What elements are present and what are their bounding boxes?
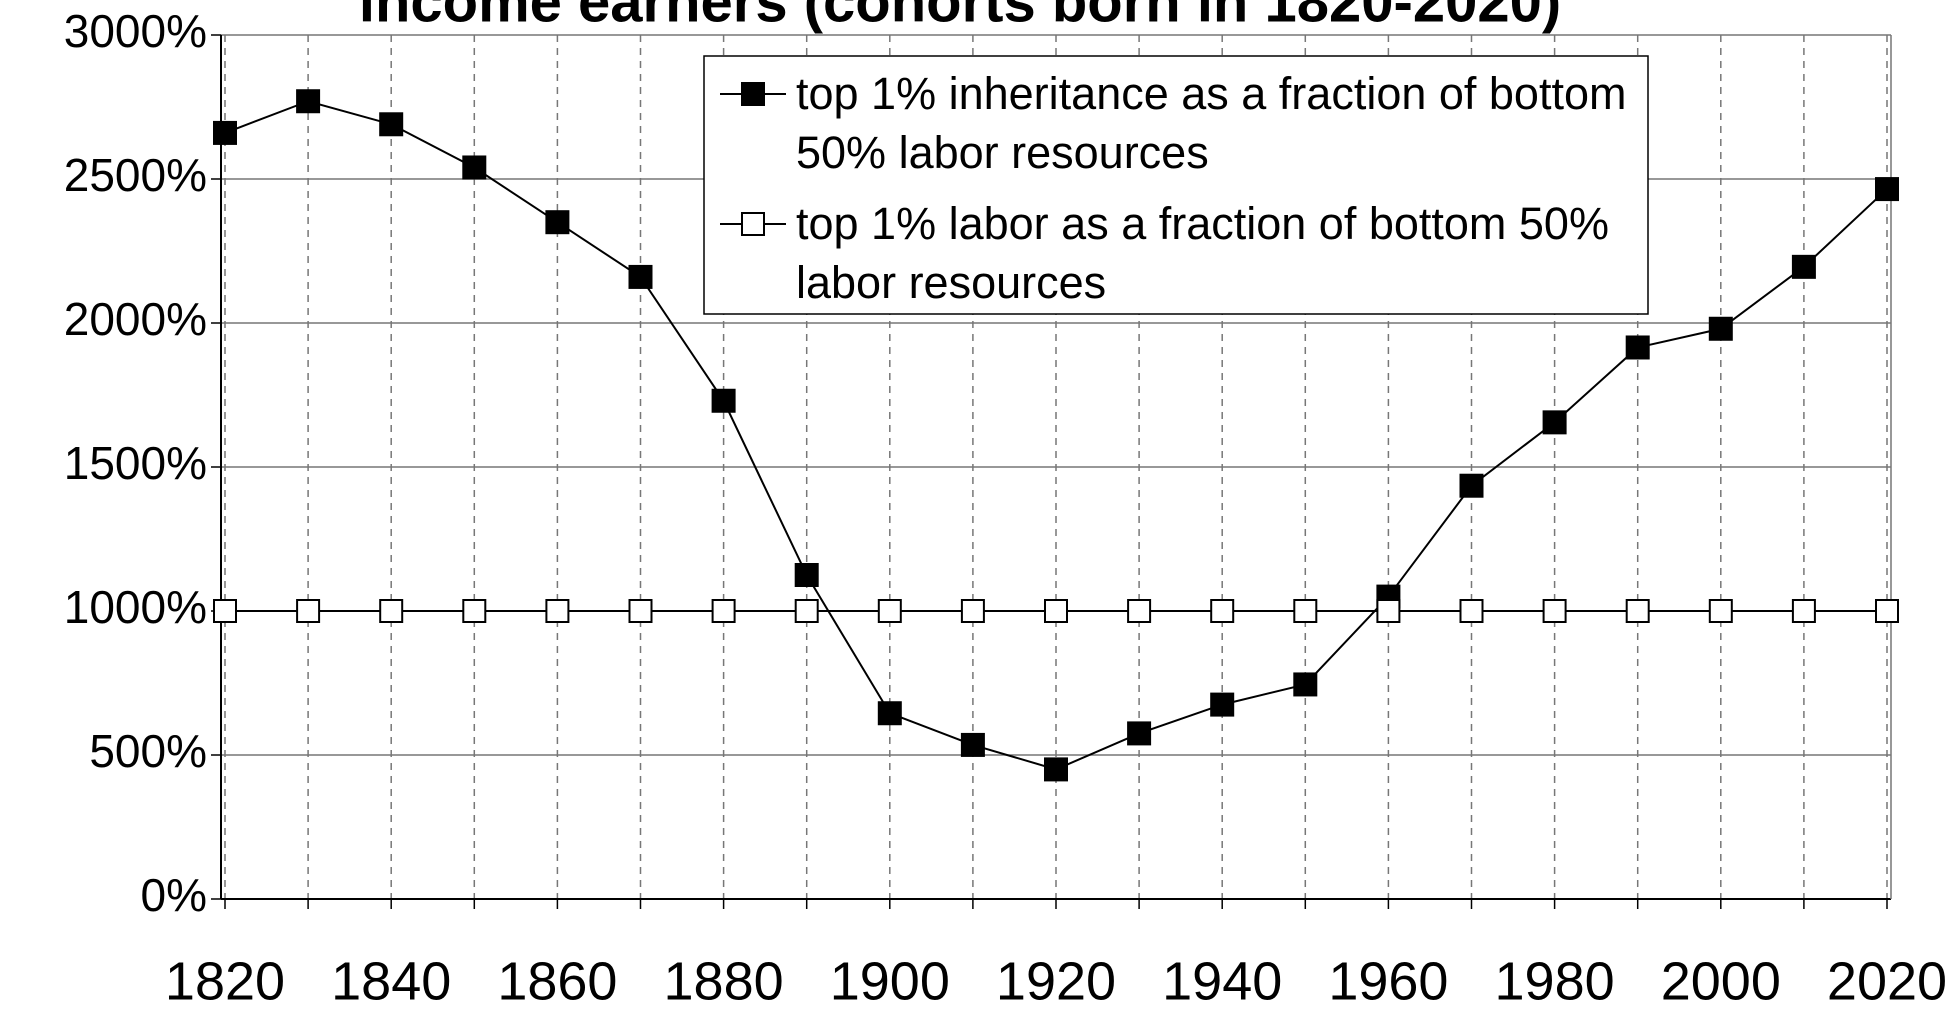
chart-title: income earners (cohorts born in 1820-202… <box>359 0 1561 34</box>
marker <box>462 155 487 180</box>
x-tick-label: 1820 <box>165 951 285 1010</box>
marker <box>1376 599 1401 623</box>
y-tick-label: 0% <box>141 869 207 921</box>
marker <box>213 120 237 145</box>
marker <box>1127 599 1152 623</box>
marker <box>296 89 321 114</box>
marker <box>628 599 653 623</box>
marker <box>213 599 237 623</box>
x-tick-label: 1880 <box>664 951 784 1010</box>
marker <box>379 599 404 623</box>
marker <box>1708 316 1733 341</box>
marker <box>379 112 404 137</box>
x-tick-label: 2020 <box>1827 951 1946 1010</box>
marker <box>794 599 819 623</box>
x-tick-label: 1960 <box>1328 951 1448 1010</box>
marker <box>1625 599 1650 623</box>
marker <box>1542 410 1567 435</box>
marker <box>1293 599 1318 623</box>
marker <box>296 599 321 623</box>
x-tick-label: 1860 <box>497 951 617 1010</box>
x-tick-label: 1940 <box>1162 951 1282 1010</box>
legend-box <box>703 55 1649 315</box>
marker <box>877 599 902 623</box>
y-tick-label: 1000% <box>64 581 207 633</box>
x-tick-label: 2000 <box>1661 951 1781 1010</box>
x-tick-label: 1920 <box>996 951 1116 1010</box>
x-tick-label: 1840 <box>331 951 451 1010</box>
y-tick-label: 2000% <box>64 293 207 345</box>
marker <box>1791 599 1816 623</box>
y-tick-label: 3000% <box>64 5 207 57</box>
y-tick-label: 1500% <box>64 437 207 489</box>
marker <box>1044 757 1068 782</box>
marker <box>1791 254 1816 279</box>
marker <box>877 701 902 726</box>
marker <box>711 599 736 623</box>
marker <box>1044 599 1068 623</box>
x-tick-label: 1980 <box>1495 951 1615 1010</box>
marker <box>1210 599 1235 623</box>
marker <box>1875 177 1899 202</box>
marker <box>960 732 985 757</box>
marker <box>545 599 570 623</box>
marker <box>1542 599 1567 623</box>
marker <box>1875 599 1899 623</box>
legend-label: top 1% inheritance as a fraction of bott… <box>796 68 1627 178</box>
marker <box>1293 672 1318 697</box>
marker <box>711 388 736 413</box>
y-tick-label: 500% <box>89 725 207 777</box>
marker <box>1708 599 1733 623</box>
marker <box>462 599 487 623</box>
x-tick-label: 1900 <box>830 951 950 1010</box>
marker <box>960 599 985 623</box>
marker <box>628 264 653 289</box>
marker <box>1210 692 1235 717</box>
marker <box>1127 721 1152 746</box>
marker <box>1459 599 1484 623</box>
marker <box>1459 473 1484 498</box>
legend-item: top 1% labor as a fraction of bottom 50%… <box>796 198 1609 308</box>
legend-item: top 1% inheritance as a fraction of bott… <box>796 68 1627 178</box>
marker <box>794 563 819 587</box>
marker <box>1625 335 1650 360</box>
legend-marker <box>741 82 765 106</box>
y-tick-label: 2500% <box>64 149 207 201</box>
marker <box>545 210 570 235</box>
legend-label: top 1% labor as a fraction of bottom 50%… <box>796 198 1609 308</box>
legend-marker <box>741 212 765 236</box>
